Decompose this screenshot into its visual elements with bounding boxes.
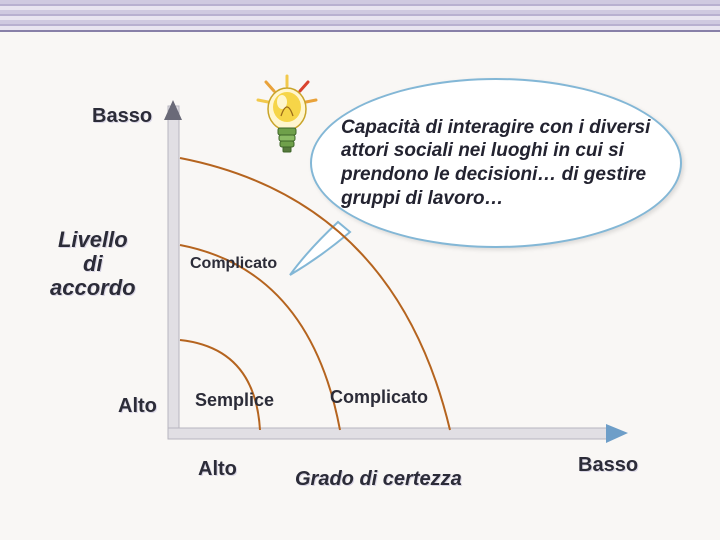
label-semplice: Semplice	[195, 390, 274, 411]
y-axis-label: Livello di accordo	[50, 228, 136, 301]
x-tick-right: Basso	[578, 454, 638, 477]
x-tick-left: Alto	[198, 458, 237, 481]
label-complicato-right: Complicato	[330, 387, 428, 408]
decorative-top-strip	[0, 0, 720, 32]
label-complicato-top: Complicato	[190, 255, 277, 273]
y-tick-bottom: Alto	[118, 395, 157, 418]
y-tick-top: Basso	[92, 105, 152, 128]
x-axis-label: Grado di certezza	[295, 468, 462, 491]
